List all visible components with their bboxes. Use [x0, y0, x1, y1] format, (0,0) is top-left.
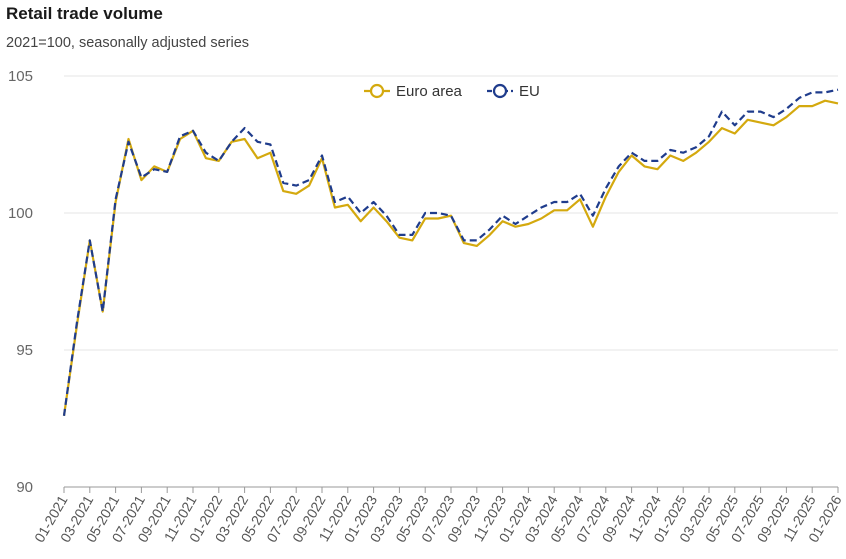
x-axis: 01-202103-202105-202107-202109-202111-20… [31, 486, 845, 545]
y-tick-label: 100 [8, 205, 33, 222]
y-tick-label: 95 [16, 342, 33, 359]
legend-label: Euro area [396, 83, 463, 100]
y-tick-label: 90 [16, 479, 33, 496]
grid-lines [64, 75, 838, 351]
legend-label: EU [519, 83, 540, 100]
series-lines [62, 88, 839, 416]
legend: Euro area EU [364, 83, 540, 100]
chart-subtitle: 2021=100, seasonally adjusted series [6, 35, 250, 51]
legend-marker [492, 83, 508, 99]
series-line-eu [62, 88, 839, 416]
series-line-euro-area [62, 99, 839, 416]
y-axis-ticks: 90 95 100 105 [8, 68, 33, 496]
y-tick-label: 105 [8, 68, 33, 85]
legend-marker [369, 83, 385, 99]
chart-title: Retail trade volume [6, 4, 163, 23]
